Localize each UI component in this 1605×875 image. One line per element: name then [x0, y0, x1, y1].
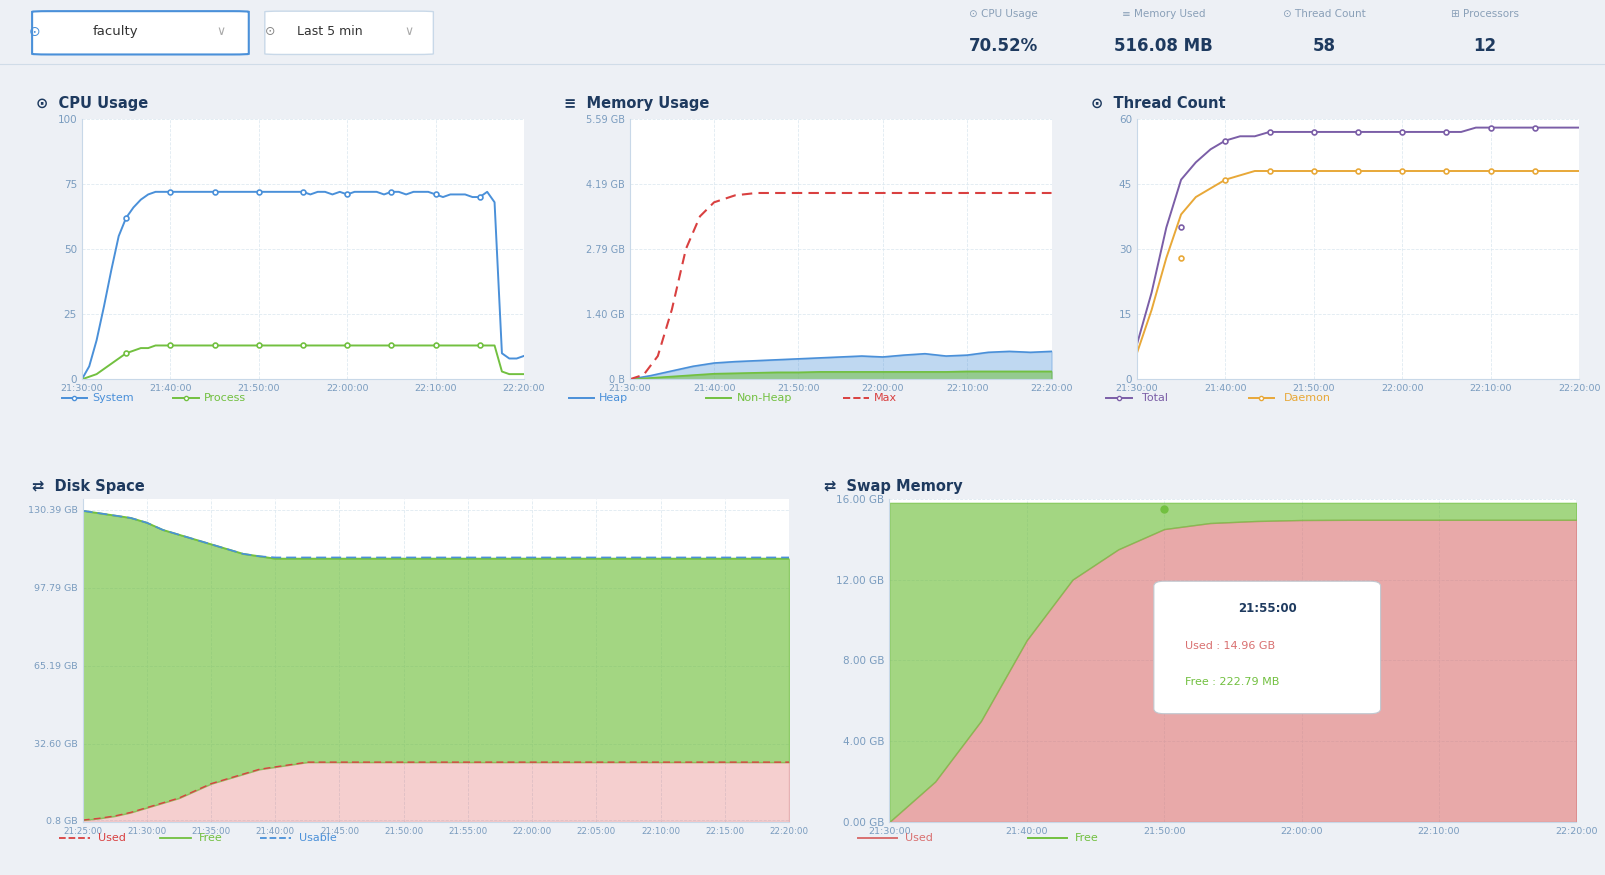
Text: ≡ Memory Used: ≡ Memory Used: [1122, 10, 1205, 19]
Text: ⊙: ⊙: [265, 25, 276, 38]
Text: 58: 58: [1313, 37, 1335, 55]
Text: ⊙: ⊙: [29, 24, 40, 38]
Text: ∨: ∨: [217, 25, 226, 38]
Text: Used: Used: [98, 832, 125, 843]
Text: 21:55:00: 21:55:00: [1237, 602, 1297, 615]
FancyBboxPatch shape: [1154, 581, 1380, 714]
Text: Heap: Heap: [599, 393, 628, 403]
Text: 516.08 MB: 516.08 MB: [1114, 37, 1213, 55]
Text: System: System: [91, 393, 133, 403]
Text: ∨: ∨: [404, 25, 414, 38]
Text: ⇄  Swap Memory: ⇄ Swap Memory: [823, 479, 963, 494]
Text: ≡  Memory Usage: ≡ Memory Usage: [563, 96, 709, 111]
Text: 12: 12: [1473, 37, 1496, 55]
Text: Max: Max: [873, 393, 897, 403]
FancyBboxPatch shape: [32, 11, 249, 54]
Text: 70.52%: 70.52%: [968, 37, 1038, 55]
Text: Free : 222.79 MB: Free : 222.79 MB: [1184, 676, 1279, 687]
Text: Used: Used: [905, 832, 933, 843]
Text: ⊙ Thread Count: ⊙ Thread Count: [1282, 10, 1366, 19]
Text: Daemon: Daemon: [1284, 393, 1331, 403]
Text: Last 5 min: Last 5 min: [297, 25, 363, 38]
Text: ⊞ Processors: ⊞ Processors: [1451, 10, 1518, 19]
Text: ⊙ CPU Usage: ⊙ CPU Usage: [969, 10, 1037, 19]
Text: faculty: faculty: [93, 25, 138, 38]
Text: Process: Process: [204, 393, 246, 403]
Text: Usable: Usable: [299, 832, 337, 843]
Text: ⊙  CPU Usage: ⊙ CPU Usage: [35, 96, 148, 111]
Text: Used : 14.96 GB: Used : 14.96 GB: [1184, 641, 1274, 651]
Text: Free: Free: [1075, 832, 1098, 843]
Text: Non-Heap: Non-Heap: [737, 393, 791, 403]
Text: ⇄  Disk Space: ⇄ Disk Space: [32, 479, 144, 494]
Text: ⊙  Thread Count: ⊙ Thread Count: [1091, 96, 1226, 111]
FancyBboxPatch shape: [265, 11, 433, 54]
Text: Free: Free: [199, 832, 221, 843]
Text: Total: Total: [1143, 393, 1168, 403]
